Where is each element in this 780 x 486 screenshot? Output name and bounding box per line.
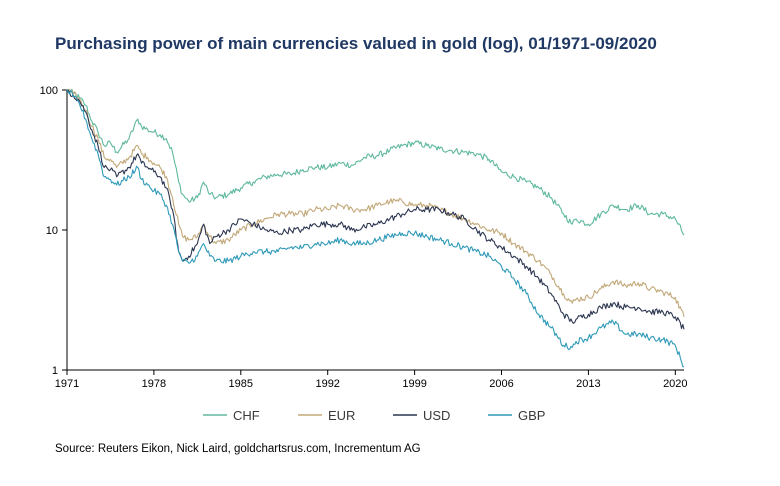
x-tick-label: 1999 (402, 378, 426, 390)
x-tick-label: 2020 (663, 378, 687, 390)
chart-legend: CHF EUR USD GBP (203, 408, 545, 423)
legend-label-gbp: GBP (518, 408, 545, 423)
x-tick-label: 1978 (142, 378, 166, 390)
series-line-eur (66, 88, 685, 317)
chart-axes: 1 10 100 1971 1978 1985 1992 1999 2006 2013 2020 (40, 85, 688, 390)
series-layer (66, 88, 685, 368)
y-tick-label: 10 (46, 225, 58, 237)
series-line-usd (66, 89, 685, 330)
x-tick-label: 1992 (315, 378, 339, 390)
source-note: Source: Reuters Eikon, Nick Laird, goldc… (55, 443, 421, 455)
x-tick-label: 1985 (229, 378, 253, 390)
legend-label-usd: USD (423, 408, 450, 423)
y-tick-label: 100 (40, 85, 58, 97)
x-tick-label: 2006 (489, 378, 513, 390)
x-tick-label: 2013 (576, 378, 600, 390)
legend-label-chf: CHF (233, 408, 260, 423)
chart-title: Purchasing power of main currencies valu… (55, 34, 657, 53)
legend-label-eur: EUR (328, 408, 355, 423)
y-tick-label: 1 (52, 365, 58, 377)
x-tick-label: 1971 (55, 378, 79, 390)
series-line-gbp (66, 89, 685, 368)
series-line-chf (66, 88, 685, 236)
